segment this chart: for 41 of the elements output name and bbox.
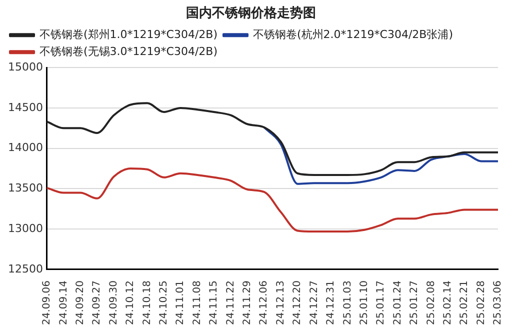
y-tick-label: 13500 [8,182,43,195]
x-tick-label: 24.10.25 [158,280,170,325]
x-tick-label: 24.09.06 [42,280,53,325]
x-tick-label: 24.12.06 [258,280,270,325]
x-tick-label: 24.09.20 [74,280,86,325]
x-tick-label: 24.11.01 [175,280,186,325]
x-tick-label: 24.12.27 [308,280,320,325]
x-tick-label: 25.02.21 [459,280,470,325]
line-series [263,126,499,185]
y-tick-label: 14000 [8,141,43,154]
x-tick-label: 24.12.20 [292,280,304,325]
x-tick-label: 24.12.31 [326,280,337,325]
x-tick-label: 25.02.14 [442,280,454,325]
line-series [46,102,499,176]
x-tick-label: 25.01.10 [358,280,370,325]
x-tick-label: 24.11.15 [208,280,220,325]
y-tick-label: 12500 [8,262,43,276]
chart-title: 国内不锈钢价格走势图 [186,5,316,22]
legend-label: 不锈钢卷(杭州2.0*1219*C304/2B张浦) [253,28,453,41]
line-series [46,168,499,233]
x-tick-label: 25.01.17 [376,280,387,325]
x-tick-label: 24.10.18 [142,280,153,325]
x-tick-label: 24.11.29 [242,280,254,325]
x-tick-label: 25.02.08 [426,280,437,325]
x-tick-label: 25.03.06 [492,280,504,325]
y-tick-label: 13000 [8,222,43,235]
x-tick-label: 24.11.22 [225,280,236,325]
x-tick-label: 24.12.13 [275,280,286,325]
x-tick-label: 24.11.08 [192,280,203,325]
x-tick-label: 25.01.24 [392,280,404,325]
x-tick-label: 25.02.28 [476,280,487,325]
x-tick-label: 25.01.27 [409,280,420,325]
y-tick-label: 15000 [8,60,43,74]
x-tick-label: 24.10.12 [125,280,136,325]
legend-label: 不锈钢卷(无锡3.0*1219*C304/2B) [40,44,218,58]
x-tick-label: 24.09.14 [58,280,70,325]
legend-label: 不锈钢卷(郑州1.0*1219*C304/2B) [40,28,218,41]
x-tick-label: 24.09.30 [108,280,120,325]
x-tick-label: 25.01.03 [342,280,354,325]
y-tick-label: 14500 [8,100,43,114]
x-tick-label: 24.09.27 [92,280,103,325]
